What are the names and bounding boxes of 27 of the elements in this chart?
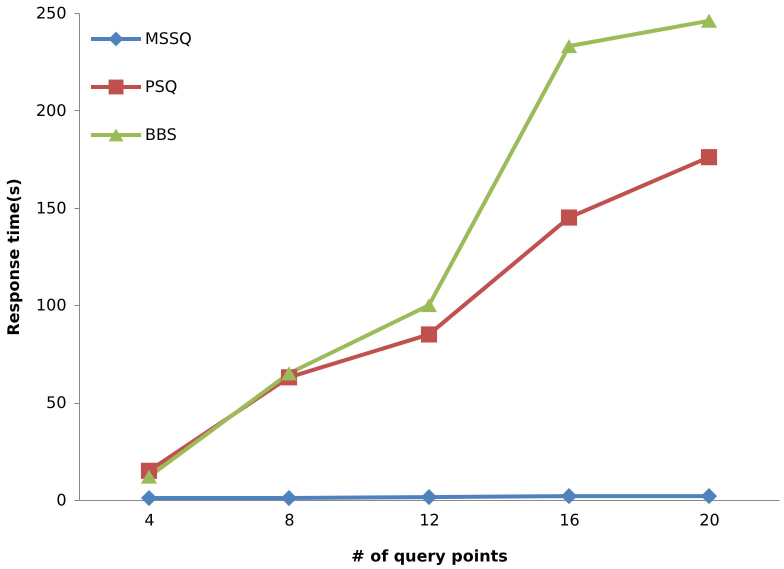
point <box>420 489 438 506</box>
point <box>560 488 578 504</box>
point <box>700 149 718 166</box>
point <box>560 209 578 226</box>
y-tick-label: 50 <box>46 393 66 412</box>
x-tick-label: 12 <box>419 510 440 530</box>
point <box>700 488 718 504</box>
y-tick-label: 250 <box>36 4 66 22</box>
x-tick-label: 8 <box>284 510 295 530</box>
point <box>700 14 718 28</box>
y-axis-title: Response time(s) <box>4 178 23 336</box>
y-tick-label: 200 <box>36 100 66 120</box>
x-tick-label: 16 <box>559 510 580 530</box>
legend-label: PSQ <box>145 77 178 96</box>
point <box>140 470 158 484</box>
y-tick-label: 100 <box>36 296 66 315</box>
x-tick-label: 20 <box>699 510 720 530</box>
y-tick-label: 150 <box>36 198 66 218</box>
x-axis-title: # of query points <box>351 546 508 566</box>
x-tick-label: 4 <box>144 510 155 530</box>
point <box>280 366 298 380</box>
point <box>560 39 578 54</box>
y-tick-label: 0 <box>56 490 66 510</box>
legend-label: MSSQ <box>145 29 192 48</box>
point <box>420 298 438 312</box>
legend-label: BBS <box>145 125 177 144</box>
point <box>420 326 438 342</box>
